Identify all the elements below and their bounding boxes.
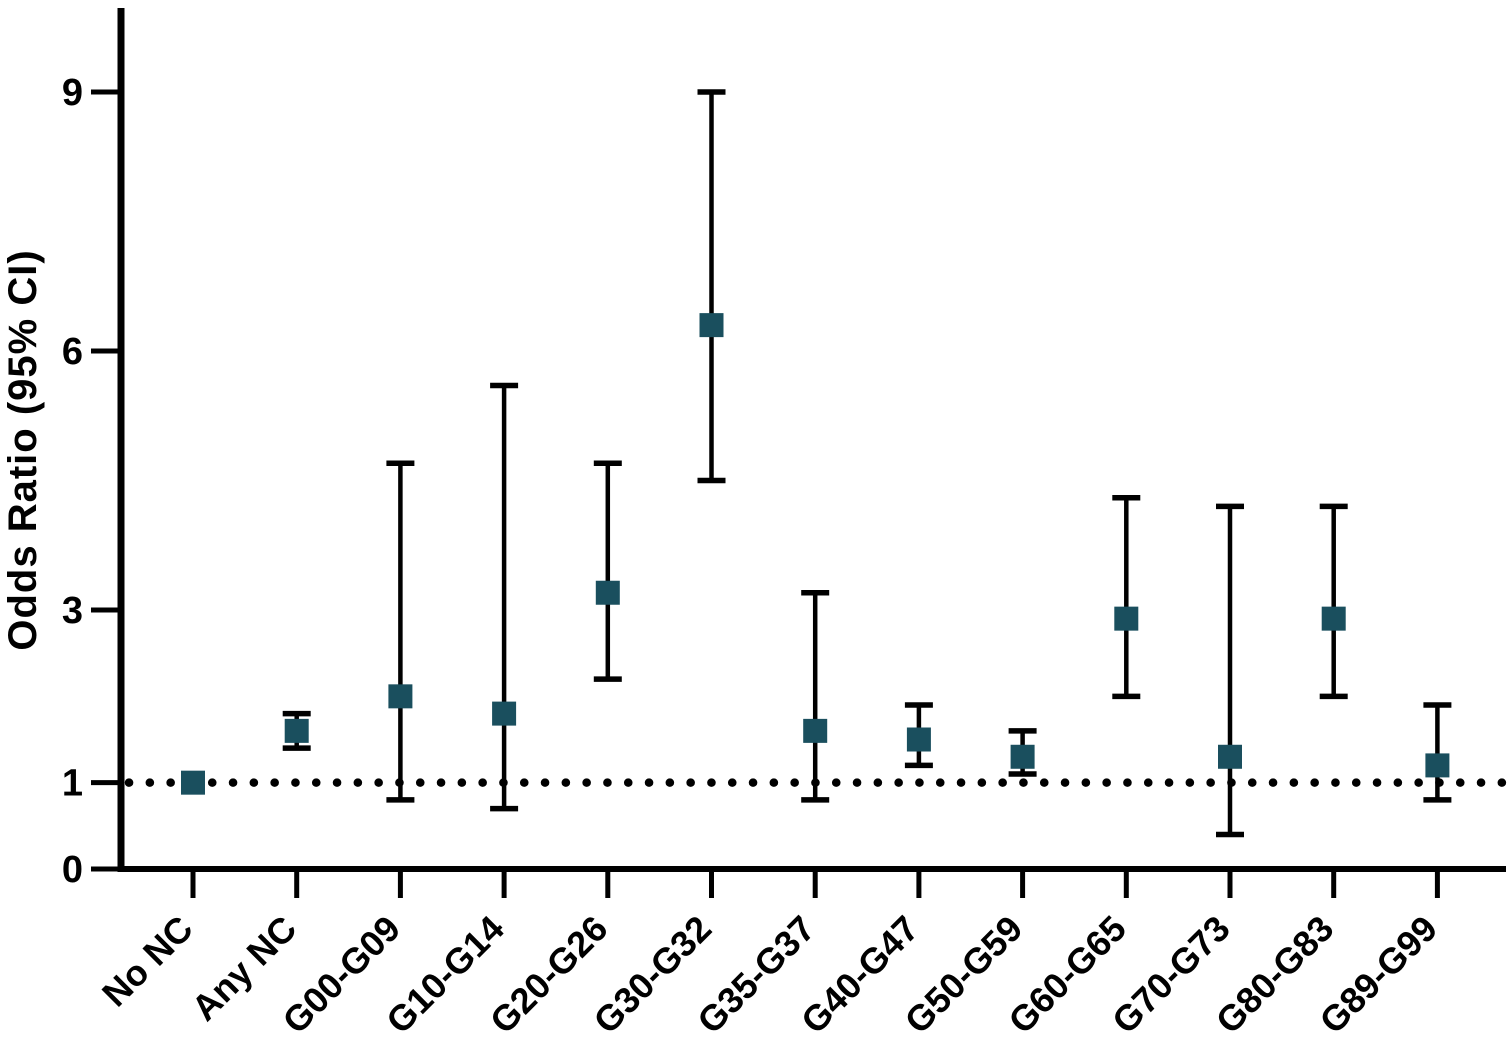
marker-G70-G73 (1218, 744, 1242, 769)
marker-G35-G37 (803, 718, 828, 743)
marker-No NC (181, 770, 205, 795)
y-axis-title: Odds Ratio (95% CI) (1, 249, 45, 650)
y-tick-label-3: 3 (62, 590, 83, 632)
marker-G20-G26 (595, 580, 620, 605)
marker-Any NC (284, 718, 309, 743)
marker-G50-G59 (1010, 744, 1035, 769)
marker-G30-G32 (699, 313, 724, 338)
y-tick-label-1: 1 (62, 763, 83, 805)
y-tick-label-9: 9 (62, 72, 83, 114)
y-tick-label-0: 0 (62, 849, 83, 891)
y-tick-label-6: 6 (62, 331, 83, 373)
marker-G10-G14 (492, 701, 517, 726)
marker-G00-G09 (388, 684, 413, 709)
marker-G60-G65 (1114, 606, 1139, 631)
marker-G80-G83 (1321, 606, 1346, 631)
marker-G89-G99 (1425, 753, 1450, 778)
marker-G40-G47 (906, 727, 931, 752)
